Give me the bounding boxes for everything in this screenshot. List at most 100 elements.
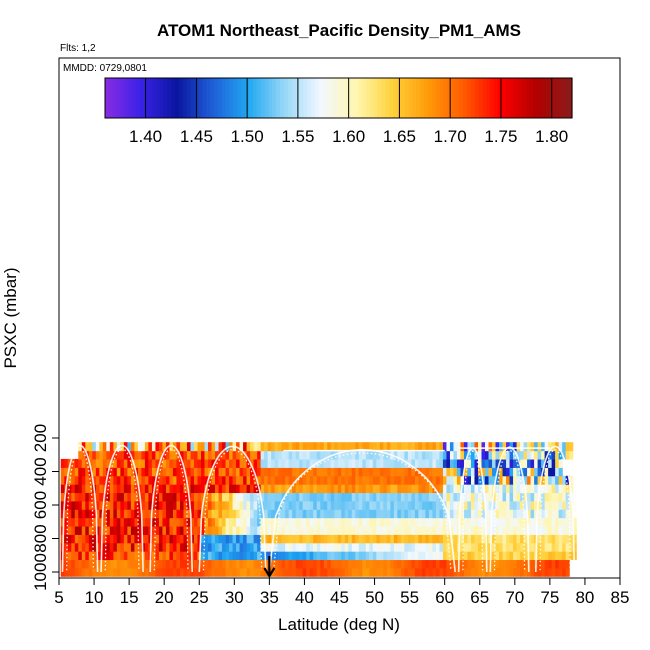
heatmap-cell [271, 559, 276, 569]
heatmap-cell [414, 467, 419, 477]
heatmap-cell [116, 475, 121, 485]
heatmap-cell [162, 442, 167, 452]
heatmap-cell [320, 458, 325, 468]
heatmap-cell [523, 542, 528, 552]
heatmap-cell [71, 559, 76, 569]
heatmap-cell [460, 467, 465, 477]
heatmap-cell [551, 542, 556, 552]
heatmap-cell [344, 475, 349, 485]
heatmap-cell [453, 458, 458, 468]
heatmap-cell [113, 484, 118, 494]
heatmap-cell [204, 450, 209, 460]
heatmap-cell [95, 517, 100, 527]
heatmap-cell [369, 525, 374, 535]
heatmap-cell [225, 542, 230, 552]
heatmap-cell [520, 475, 525, 485]
heatmap-cell [414, 542, 419, 552]
heatmap-cell [376, 475, 381, 485]
heatmap-cell [81, 500, 86, 510]
flight-track-profile [149, 444, 193, 573]
heatmap-cell [253, 551, 258, 561]
heatmap-cell [169, 500, 174, 510]
heatmap-cell [474, 484, 479, 494]
heatmap-cell [190, 442, 195, 452]
heatmap-cell [165, 525, 171, 535]
heatmap-cell [309, 475, 314, 485]
heatmap-cell [407, 458, 412, 468]
heatmap-cell [257, 551, 262, 561]
heatmap-cell [264, 492, 269, 502]
colorbar [104, 77, 573, 119]
heatmap-cell [467, 534, 472, 544]
heatmap-cell [123, 492, 128, 502]
x-axis: 5 10 15 20 25 30 35 40 45 50 55 60 65 70 75 80 85 [54, 577, 629, 607]
heatmap-cell [85, 492, 90, 502]
heatmap-cell [407, 475, 412, 485]
heatmap-cell [393, 542, 398, 552]
colorbar-segment [276, 78, 281, 118]
colorbar-tick-label: 1.75 [484, 127, 517, 146]
heatmap-cell [432, 517, 437, 527]
heatmap-cell [502, 475, 507, 485]
heatmap-cell [116, 517, 121, 527]
heatmap-cell [463, 551, 469, 561]
heatmap-cell [222, 534, 227, 544]
colorbar-segment [272, 78, 277, 118]
heatmap-cell [544, 542, 549, 552]
heatmap-cell [92, 442, 97, 452]
heatmap-cell [222, 509, 227, 519]
heatmap-cell [397, 442, 402, 452]
heatmap-cell [274, 492, 279, 502]
heatmap-cell [179, 475, 185, 485]
colorbar-segment [533, 78, 538, 118]
heatmap-cell [137, 500, 142, 510]
heatmap-cell [292, 509, 297, 519]
colorbar-segment [556, 78, 561, 118]
heatmap-cell [386, 509, 391, 519]
heatmap-cell [116, 509, 121, 519]
heatmap-cell [509, 500, 514, 510]
heatmap-cell [222, 551, 227, 561]
heatmap-cell [516, 442, 521, 452]
heatmap-cell [481, 509, 486, 519]
heatmap-cell [134, 534, 139, 544]
heatmap-cell [190, 475, 195, 485]
colorbar-segment [392, 78, 398, 118]
heatmap-cell [330, 509, 335, 519]
heatmap-cell [208, 517, 213, 527]
heatmap-cell [88, 500, 93, 510]
heatmap-cell [453, 500, 458, 510]
heatmap-cell [288, 509, 293, 519]
heatmap-cell [344, 484, 349, 494]
colorbar-segment [470, 78, 476, 118]
heatmap-cell [102, 467, 107, 477]
heatmap-cell [344, 442, 349, 452]
heatmap-cell [222, 542, 227, 552]
heatmap-cell [88, 458, 93, 468]
heatmap-cell [499, 442, 504, 452]
heatmap-cell [169, 492, 174, 502]
heatmap-cell [541, 567, 546, 577]
heatmap-cell [151, 534, 157, 544]
heatmap-cell [239, 509, 244, 519]
heatmap-cell [323, 517, 328, 527]
heatmap-cell [478, 450, 483, 460]
heatmap-cell [358, 492, 363, 502]
heatmap-cell [544, 509, 549, 519]
heatmap-cell [243, 517, 248, 527]
heatmap-cell [411, 567, 416, 577]
heatmap-cell [253, 559, 258, 569]
heatmap-cell [376, 567, 381, 577]
heatmap-cell [158, 534, 164, 544]
heatmap-cell [144, 534, 150, 544]
heatmap-cell [99, 509, 104, 519]
heatmap-cell [95, 442, 100, 452]
heatmap-cell [520, 458, 525, 468]
heatmap-cell [123, 458, 128, 468]
heatmap-cell [134, 475, 139, 485]
heatmap-cell [509, 450, 514, 460]
heatmap-cell [186, 475, 192, 485]
heatmap-cell [113, 442, 118, 452]
heatmap-cell [285, 458, 290, 468]
heatmap-cell [383, 559, 388, 569]
